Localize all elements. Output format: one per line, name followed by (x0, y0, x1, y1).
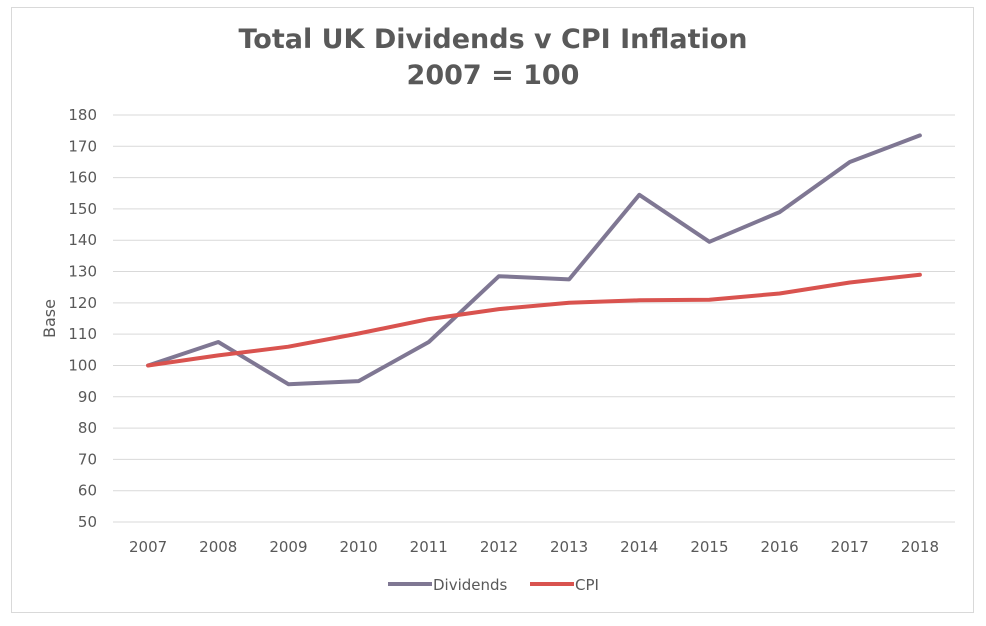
legend-label: Dividends (433, 576, 508, 594)
x-tick-label: 2012 (480, 538, 518, 556)
x-tick-label: 2008 (199, 538, 237, 556)
x-tick-label: 2010 (339, 538, 377, 556)
chart-subtitle: 2007 = 100 (406, 60, 580, 91)
y-tick-label: 130 (68, 263, 97, 281)
series-line-dividends (146, 133, 922, 387)
y-tick-label: 170 (68, 137, 97, 155)
y-axis-title: Base (40, 299, 59, 338)
chart-title: Total UK Dividends v CPI Inflation (238, 24, 748, 55)
x-tick-label: 2009 (269, 538, 307, 556)
y-tick-label: 50 (78, 513, 97, 531)
legend: Dividends CPI (388, 576, 599, 594)
y-tick-label: 150 (68, 200, 97, 218)
x-tick-label: 2013 (550, 538, 588, 556)
y-tick-label: 70 (78, 450, 97, 468)
series-line-cpi (146, 272, 922, 368)
legend-item-cpi: CPI (530, 576, 599, 594)
x-axis-ticks: 2007 2008 2009 2010 2011 2012 2013 2014 2015 2016… (129, 538, 939, 556)
y-tick-label: 180 (68, 106, 97, 124)
y-tick-label: 110 (68, 325, 97, 343)
y-tick-label: 80 (78, 419, 97, 437)
y-tick-label: 60 (78, 482, 97, 500)
x-tick-label: 2017 (831, 538, 869, 556)
x-tick-label: 2015 (690, 538, 728, 556)
y-axis-ticks: 50 60 70 80 90 100 110 120 130 140 150 160 170 180 (68, 106, 97, 531)
legend-item-dividends: Dividends (388, 576, 508, 594)
y-tick-label: 90 (78, 388, 97, 406)
legend-label: CPI (575, 576, 599, 594)
gridlines (113, 114, 955, 523)
y-tick-label: 100 (68, 356, 97, 374)
x-tick-label: 2016 (760, 538, 798, 556)
y-tick-label: 160 (68, 169, 97, 187)
series-lines (146, 133, 922, 387)
x-tick-label: 2007 (129, 538, 167, 556)
x-tick-label: 2018 (901, 538, 939, 556)
x-tick-label: 2014 (620, 538, 658, 556)
y-tick-label: 120 (68, 294, 97, 312)
y-tick-label: 140 (68, 231, 97, 249)
x-tick-label: 2011 (410, 538, 448, 556)
